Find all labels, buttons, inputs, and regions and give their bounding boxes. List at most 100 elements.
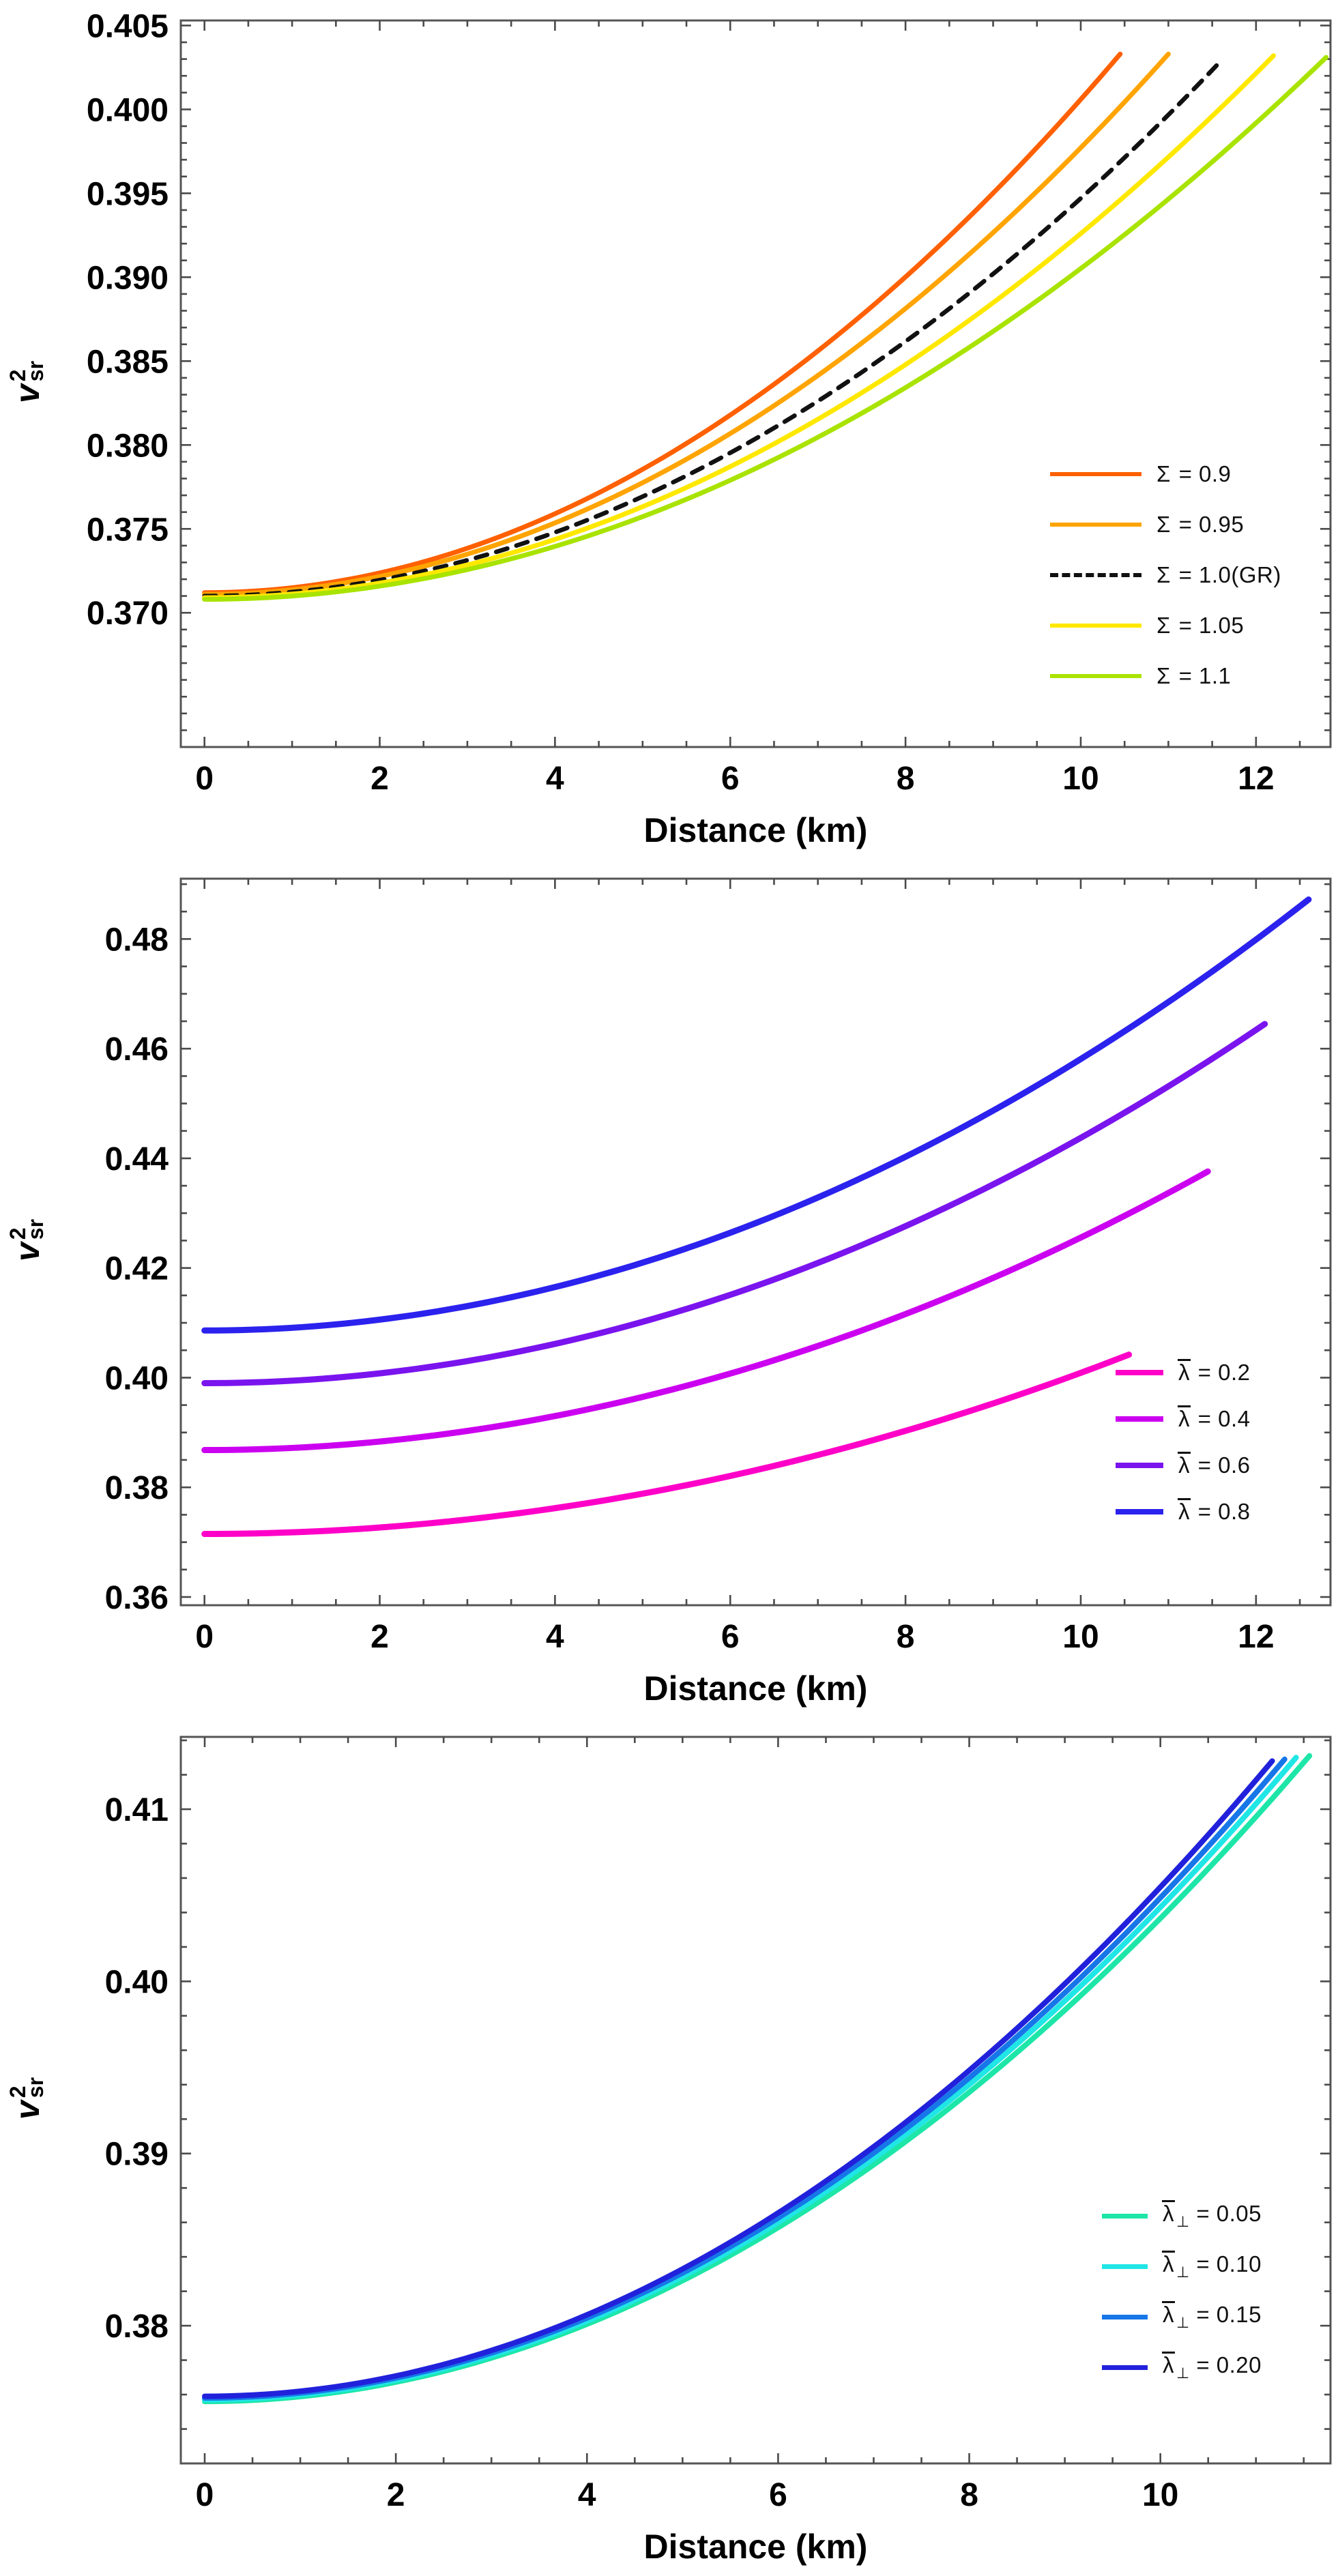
plot-lambda-perp: 0 2 4 6 8 10 0.38 0.39 0.40 0.41 v 2 sr Distance (k… bbox=[0, 1716, 1338, 2575]
x-tick-label: 0 bbox=[195, 1619, 214, 1655]
legend-item-sigma-0.95: Σ = 0.95 bbox=[1050, 511, 1281, 538]
legend-label-lambda-0.2: λ = 0.2 bbox=[1178, 1359, 1251, 1385]
curve-sigma-1.1 bbox=[202, 55, 1329, 602]
legend-line-lambda-0.2 bbox=[1116, 1370, 1163, 1375]
legend-item-lambda-0.4: λ = 0.4 bbox=[1116, 1405, 1250, 1433]
curve-lambda-0.8 bbox=[201, 896, 1312, 1334]
x-tick-label: 4 bbox=[546, 1619, 564, 1655]
legend-item-lambda-0.2: λ = 0.2 bbox=[1116, 1359, 1250, 1386]
legend-line-lambda-0.6 bbox=[1116, 1463, 1163, 1468]
plot-frame bbox=[179, 1736, 1332, 2465]
legend-item-sigma-0.9: Σ = 0.9 bbox=[1050, 460, 1281, 488]
x-tick-label: 2 bbox=[387, 2477, 405, 2513]
plot-frame bbox=[179, 877, 1332, 1607]
x-tick-label: 8 bbox=[897, 1619, 915, 1655]
legend-label-sigma-1.0-gr: Σ = 1.0(GR) bbox=[1157, 562, 1281, 587]
y-tick-label: 0.48 bbox=[105, 922, 169, 958]
plot-lambda-canvas: 0 2 4 6 8 10 12 0.36 0.38 0.40 0.42 0.44 0.46 0.48 bbox=[105, 877, 1332, 1655]
x-tick-label: 2 bbox=[370, 761, 389, 797]
legend-label-lambda-perp-0.20: λ ⊥ = 0.20 bbox=[1162, 2352, 1262, 2382]
y-tick-label: 0.46 bbox=[105, 1031, 169, 1068]
y-axis-title: v 2 sr bbox=[5, 1218, 48, 1262]
legend-label-lambda-0.8: λ = 0.8 bbox=[1178, 1498, 1251, 1524]
y-tick-label: 0.38 bbox=[105, 2309, 169, 2345]
legend-line-lambda-perp-0.20 bbox=[1102, 2365, 1148, 2370]
x-tick-label: 8 bbox=[960, 2477, 978, 2513]
legend-line-sigma-1.1 bbox=[1050, 674, 1141, 678]
x-tick-label: 6 bbox=[721, 1619, 740, 1655]
legend-line-lambda-0.8 bbox=[1116, 1509, 1163, 1514]
y-tick-label: 0.400 bbox=[87, 92, 169, 128]
y-axis-sub: sr bbox=[23, 360, 48, 382]
y-axis-var: v bbox=[8, 384, 46, 404]
y-tick-label: 0.39 bbox=[105, 2137, 169, 2173]
curve-lambda-perp-0.20 bbox=[202, 1758, 1275, 2399]
y-axis-var: v bbox=[8, 2101, 46, 2120]
legend-item-sigma-1.0-gr: Σ = 1.0(GR) bbox=[1050, 561, 1281, 589]
legend-line-sigma-1.0-gr bbox=[1050, 573, 1141, 577]
x-tick-label: 0 bbox=[195, 761, 214, 797]
x-tick-label: 10 bbox=[1142, 2477, 1178, 2513]
y-axis-sub: sr bbox=[23, 1218, 48, 1240]
y-tick-label: 0.380 bbox=[87, 428, 169, 464]
legend-label-sigma-1.1: Σ = 1.1 bbox=[1157, 663, 1232, 688]
curve-sigma-0.9 bbox=[202, 51, 1123, 596]
plot-sigma-canvas: 0 2 4 6 8 10 12 0.370 0.375 0.380 0.385 0.390 0.395 0… bbox=[87, 8, 1332, 797]
legend-line-sigma-1.05 bbox=[1050, 624, 1141, 628]
y-tick-label: 0.38 bbox=[105, 1470, 169, 1506]
curve-lambda-0.4 bbox=[201, 1168, 1211, 1454]
legend-item-lambda-perp-0.20: λ ⊥ = 0.20 bbox=[1102, 2352, 1262, 2382]
y-tick-label: 0.41 bbox=[105, 1792, 169, 1828]
y-tick-label: 0.390 bbox=[87, 260, 169, 296]
legend-lambda-perp: λ ⊥ = 0.05 λ ⊥ = 0.10 λ ⊥ = 0.15 λ ⊥ = 0.20 bbox=[1102, 2200, 1262, 2382]
x-axis-title: Distance (km) bbox=[643, 1669, 868, 1708]
y-tick-label: 0.36 bbox=[105, 1580, 169, 1616]
legend-line-lambda-perp-0.10 bbox=[1102, 2264, 1148, 2269]
y-tick-label: 0.385 bbox=[87, 344, 169, 380]
plot-sigma: 0 2 4 6 8 10 12 0.370 0.375 0.380 0.385 0.390 0.395 0… bbox=[0, 0, 1338, 858]
legend-sigma: Σ = 0.9 Σ = 0.95 Σ = 1.0(GR) Σ = 1.05 Σ = 1.… bbox=[1050, 460, 1281, 690]
y-tick-label: 0.405 bbox=[87, 8, 169, 44]
x-tick-label: 2 bbox=[370, 1619, 389, 1655]
legend-label-sigma-0.9: Σ = 0.9 bbox=[1157, 461, 1232, 486]
legend-label-sigma-1.05: Σ = 1.05 bbox=[1157, 613, 1245, 638]
legend-item-lambda-perp-0.05: λ ⊥ = 0.05 bbox=[1102, 2200, 1262, 2230]
legend-item-sigma-1.1: Σ = 1.1 bbox=[1050, 662, 1281, 690]
legend-line-sigma-0.9 bbox=[1050, 472, 1141, 476]
x-tick-label: 4 bbox=[578, 2477, 596, 2513]
legend-label-lambda-perp-0.10: λ ⊥ = 0.10 bbox=[1162, 2251, 1262, 2281]
plot-lambda-perp-canvas: 0 2 4 6 8 10 0.38 0.39 0.40 0.41 bbox=[105, 1736, 1332, 2513]
y-axis-sub: sr bbox=[23, 2077, 48, 2098]
x-tick-label: 10 bbox=[1062, 1619, 1099, 1655]
y-tick-label: 0.42 bbox=[105, 1251, 169, 1287]
y-axis-var: v bbox=[8, 1242, 46, 1262]
x-tick-label: 6 bbox=[721, 761, 740, 797]
y-tick-label: 0.370 bbox=[87, 596, 169, 632]
x-tick-label: 6 bbox=[769, 2477, 787, 2513]
legend-label-lambda-perp-0.05: λ ⊥ = 0.05 bbox=[1162, 2200, 1262, 2230]
legend-label-lambda-perp-0.15: λ ⊥ = 0.15 bbox=[1162, 2301, 1262, 2331]
curve-lambda-0.6 bbox=[201, 1021, 1268, 1386]
legend-item-lambda-perp-0.10: λ ⊥ = 0.10 bbox=[1102, 2251, 1262, 2281]
y-tick-label: 0.395 bbox=[87, 176, 169, 212]
legend-item-lambda-0.8: λ = 0.8 bbox=[1116, 1498, 1250, 1525]
x-tick-label: 12 bbox=[1238, 1619, 1274, 1655]
curve-sigma-1.0-gr bbox=[202, 57, 1225, 598]
curve-lambda-0.2 bbox=[201, 1351, 1133, 1538]
y-tick-label: 0.375 bbox=[87, 512, 169, 548]
legend-line-lambda-0.4 bbox=[1116, 1416, 1163, 1422]
x-tick-label: 10 bbox=[1062, 761, 1099, 797]
x-tick-label: 8 bbox=[897, 761, 915, 797]
y-axis-title: v 2 sr bbox=[5, 360, 48, 404]
curve-sigma-0.95 bbox=[202, 51, 1171, 597]
x-axis-title: Distance (km) bbox=[643, 811, 868, 849]
x-axis-title: Distance (km) bbox=[643, 2528, 868, 2566]
legend-label-sigma-0.95: Σ = 0.95 bbox=[1157, 512, 1245, 537]
legend-line-lambda-perp-0.15 bbox=[1102, 2314, 1148, 2319]
legend-item-lambda-perp-0.15: λ ⊥ = 0.15 bbox=[1102, 2301, 1262, 2331]
y-tick-label: 0.44 bbox=[105, 1141, 169, 1177]
x-tick-label: 4 bbox=[546, 761, 564, 797]
y-tick-label: 0.40 bbox=[105, 1964, 169, 2000]
